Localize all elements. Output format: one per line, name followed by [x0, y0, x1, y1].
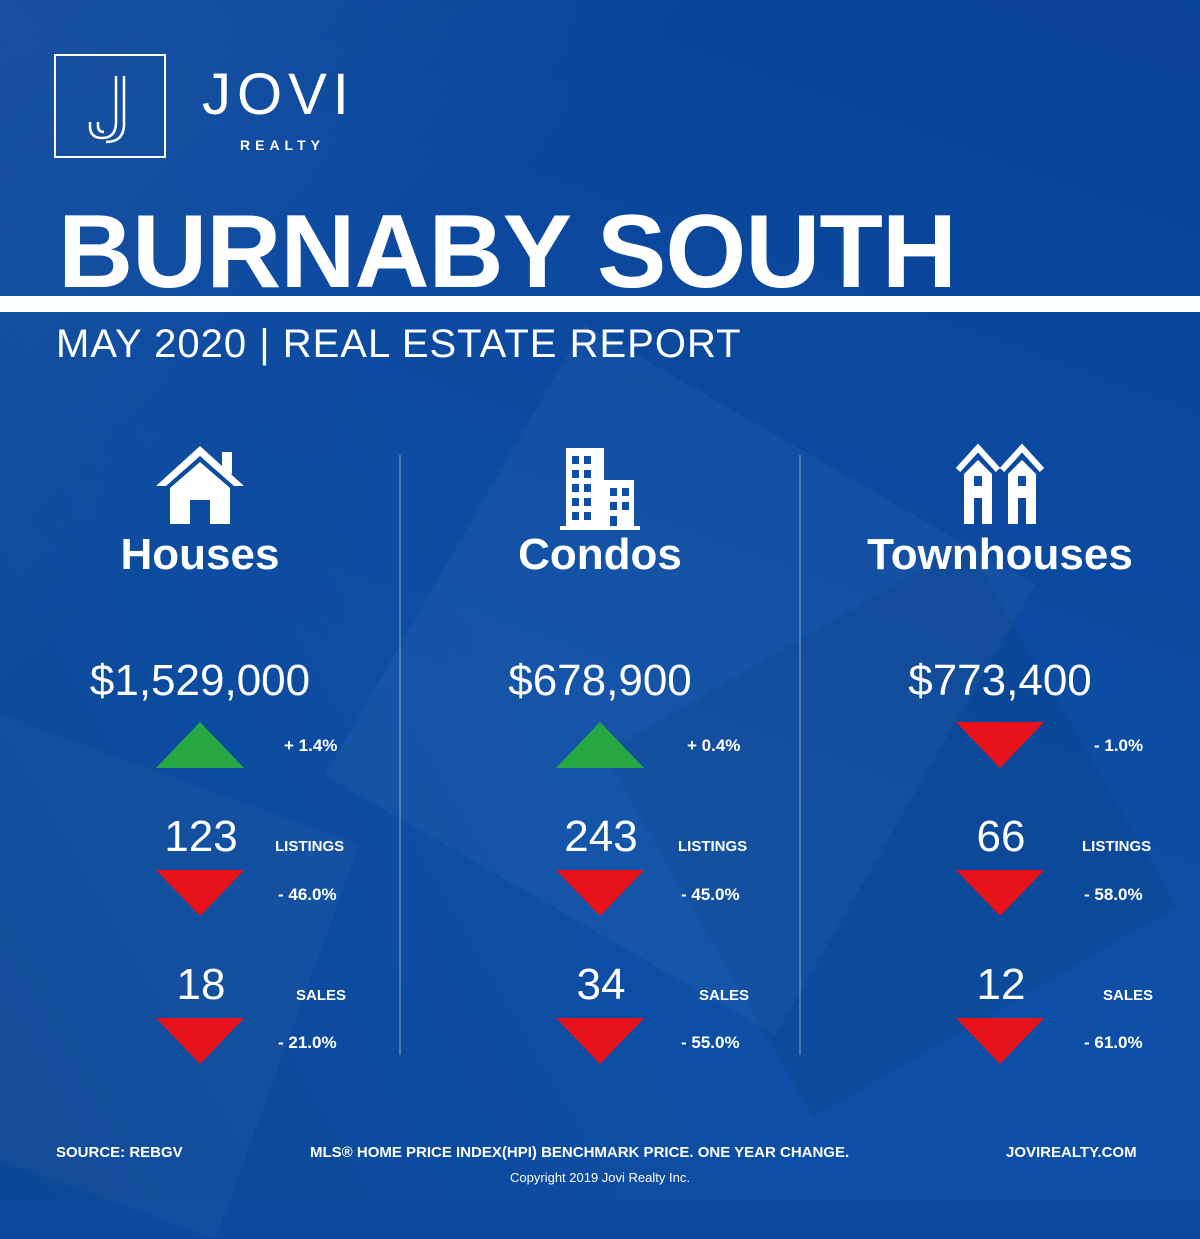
trend-down-icon — [156, 870, 244, 916]
category-title: Condos — [518, 530, 682, 579]
listings-label: LISTINGS — [275, 838, 345, 855]
trend-down-icon — [956, 722, 1044, 768]
footer-note: MLS® HOME PRICE INDEX(HPI) BENCHMARK PRI… — [310, 1144, 850, 1161]
sales-change: - 61.0% — [1084, 1033, 1143, 1052]
column-divider — [799, 455, 801, 1055]
background — [0, 0, 1200, 1200]
sales-value: 18 — [176, 960, 226, 1009]
category-title: Townhouses — [867, 530, 1133, 579]
listings-value: 123 — [164, 812, 238, 861]
column-divider — [399, 455, 401, 1055]
trend-down-icon — [956, 1018, 1044, 1064]
sales-change: - 55.0% — [681, 1033, 740, 1052]
price-value: $678,900 — [508, 656, 692, 705]
listings-change: - 58.0% — [1084, 885, 1143, 904]
title-rule — [0, 296, 1200, 312]
sales-label: SALES — [296, 987, 347, 1004]
trend-up-icon — [556, 722, 644, 768]
price-change: - 1.0% — [1094, 736, 1144, 755]
trend-down-icon — [156, 1018, 244, 1064]
column-townhouses: Townhouses $773,400 - 1.0% 66 LISTINGS -… — [800, 430, 1200, 1090]
logo-j-icon — [88, 76, 126, 144]
price-change: + 1.4% — [284, 736, 338, 755]
sales-value: 34 — [576, 960, 626, 1009]
logo — [54, 54, 166, 158]
category-title: Houses — [120, 530, 280, 579]
sales-label: SALES — [699, 987, 750, 1004]
listings-change: - 45.0% — [681, 885, 740, 904]
trend-down-icon — [556, 870, 644, 916]
townhouse-icon — [955, 443, 1045, 524]
price-value: $773,400 — [908, 656, 1092, 705]
sales-change: - 21.0% — [278, 1033, 337, 1052]
trend-down-icon — [956, 870, 1044, 916]
listings-change: - 46.0% — [278, 885, 337, 904]
copyright: Copyright 2019 Jovi Realty Inc. — [510, 1170, 690, 1185]
listings-label: LISTINGS — [1082, 838, 1152, 855]
listings-label: LISTINGS — [678, 838, 748, 855]
column-condos: Condos $678,900 + 0.4% 243 LISTINGS - 45… — [400, 430, 800, 1090]
page-subtitle: MAY 2020 | REAL ESTATE REPORT — [56, 322, 742, 366]
price-change: + 0.4% — [687, 736, 741, 755]
page-title: BURNABY SOUTH — [58, 194, 957, 310]
trend-down-icon — [556, 1018, 644, 1064]
listings-value: 66 — [976, 812, 1026, 861]
trend-up-icon — [156, 722, 244, 768]
building-icon — [560, 448, 640, 530]
sales-label: SALES — [1103, 987, 1154, 1004]
footer-source: SOURCE: REBGV — [56, 1144, 183, 1161]
brand-name: JOVI — [202, 62, 355, 127]
house-icon — [156, 446, 244, 524]
sales-value: 12 — [976, 960, 1026, 1009]
listings-value: 243 — [564, 812, 638, 861]
column-houses: Houses $1,529,000 + 1.4% 123 LISTINGS - … — [0, 430, 400, 1090]
price-value: $1,529,000 — [89, 656, 311, 705]
footer-website[interactable]: JOVIREALTY.COM — [1006, 1144, 1137, 1161]
brand-sub: REALTY — [240, 137, 325, 153]
